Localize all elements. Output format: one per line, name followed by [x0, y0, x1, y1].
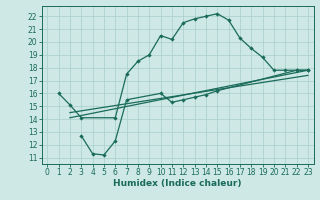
X-axis label: Humidex (Indice chaleur): Humidex (Indice chaleur)	[113, 179, 242, 188]
